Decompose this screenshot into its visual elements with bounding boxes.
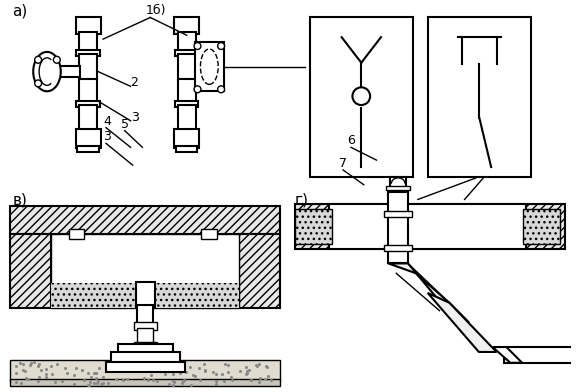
Bar [202, 229, 217, 239]
Ellipse shape [33, 52, 60, 91]
Bar [391, 177, 406, 192]
Bar [295, 204, 566, 249]
Bar [523, 209, 560, 244]
Circle shape [218, 43, 225, 49]
Polygon shape [388, 263, 469, 323]
Bar [51, 283, 135, 308]
Bar [174, 16, 199, 34]
Text: 6: 6 [347, 134, 355, 147]
Text: 1б): 1б) [145, 4, 166, 18]
Text: 3: 3 [103, 131, 111, 143]
Bar [59, 66, 81, 78]
Text: 5: 5 [121, 118, 129, 131]
Text: в): в) [13, 192, 28, 207]
Bar [10, 206, 280, 234]
Bar [75, 16, 101, 34]
Bar [51, 234, 239, 308]
Bar [195, 42, 224, 91]
Bar [174, 129, 199, 148]
Text: 4: 4 [103, 115, 111, 128]
Bar [329, 204, 526, 249]
Bar [175, 50, 199, 56]
Bar [386, 186, 410, 190]
Bar [10, 379, 280, 387]
Bar [384, 211, 412, 217]
Bar [10, 234, 51, 308]
Bar [138, 328, 153, 344]
Bar [176, 146, 198, 152]
Bar [178, 105, 195, 131]
Bar [79, 80, 97, 103]
Bar [134, 323, 157, 330]
Bar [79, 105, 97, 131]
Bar [239, 234, 280, 308]
Bar [79, 32, 97, 52]
Text: 2: 2 [131, 76, 138, 89]
Text: а): а) [13, 4, 28, 18]
Bar [195, 66, 215, 78]
Bar [428, 18, 531, 177]
Bar [505, 347, 576, 363]
Bar [79, 54, 97, 82]
Bar [111, 352, 180, 364]
Circle shape [35, 56, 41, 63]
Ellipse shape [200, 49, 218, 84]
Circle shape [218, 86, 225, 93]
Bar [155, 283, 239, 308]
Bar [295, 209, 332, 244]
Polygon shape [155, 283, 239, 308]
Circle shape [353, 87, 370, 105]
Polygon shape [492, 347, 522, 363]
Circle shape [35, 80, 41, 87]
Polygon shape [428, 293, 497, 352]
Bar [138, 305, 153, 325]
Polygon shape [51, 283, 135, 308]
Circle shape [194, 43, 201, 49]
Bar [118, 344, 173, 354]
Bar [75, 129, 101, 148]
Text: г): г) [295, 192, 309, 207]
Bar [69, 229, 84, 239]
Bar [388, 190, 408, 263]
Bar [178, 32, 195, 52]
Bar [78, 146, 99, 152]
Bar [175, 101, 199, 107]
Circle shape [194, 86, 201, 93]
Text: 7: 7 [339, 157, 347, 170]
Bar [77, 50, 100, 56]
Bar [178, 54, 195, 82]
Bar [178, 80, 195, 103]
Circle shape [54, 56, 60, 63]
Bar [135, 282, 155, 308]
Bar [310, 18, 413, 177]
Bar [106, 362, 185, 372]
Bar [77, 101, 100, 107]
Bar [384, 245, 412, 250]
Bar [134, 342, 157, 348]
Bar [10, 360, 280, 381]
Text: 3: 3 [131, 111, 138, 124]
